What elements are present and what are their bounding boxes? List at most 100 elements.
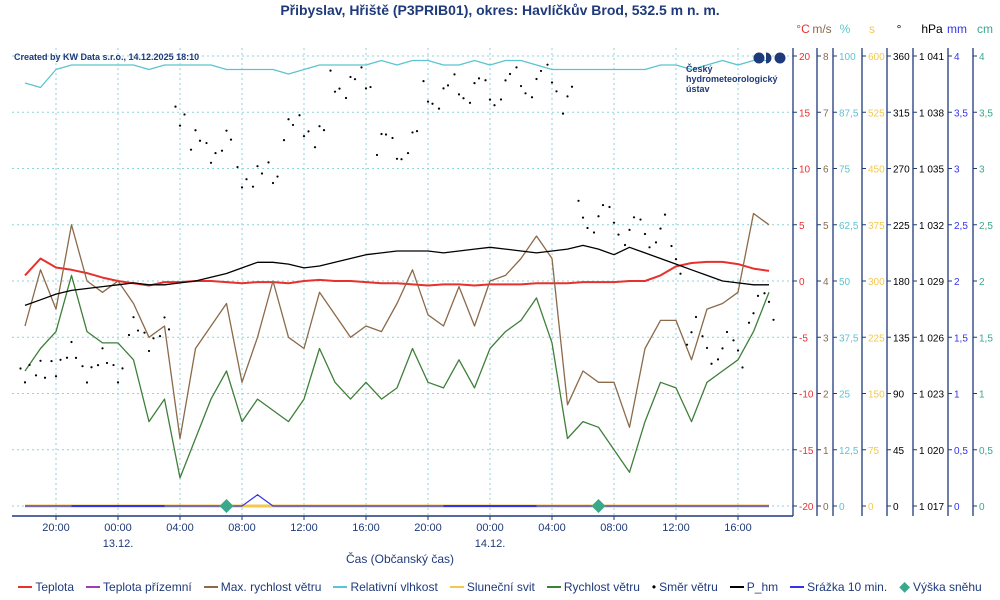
- series-sr-ka-10-min-: [25, 494, 769, 507]
- wind-direction-point: [65, 356, 69, 359]
- wind-direction-point: [34, 374, 38, 377]
- wind-direction-point: [384, 133, 388, 136]
- x-tick-label: 20:00: [414, 522, 442, 534]
- legend-item[interactable]: Sluneční svit: [449, 578, 535, 595]
- wind-direction-point: [767, 300, 771, 304]
- wind-direction-point: [236, 165, 239, 169]
- wind-direction-point: [205, 141, 208, 145]
- y-tick-label: 1 026: [919, 333, 944, 344]
- wind-direction-point: [276, 175, 279, 178]
- y-tick-label: 315: [893, 108, 910, 119]
- wind-direction-point: [194, 129, 197, 132]
- y-tick-label: 300: [868, 277, 885, 288]
- y-tick-label: -5: [799, 333, 808, 344]
- wind-direction-point: [54, 375, 58, 378]
- wind-direction-point: [670, 244, 673, 248]
- legend-item[interactable]: Relativní vlhkost: [333, 578, 438, 595]
- y-tick-label: 2: [979, 277, 985, 288]
- wind-direction-point: [617, 233, 620, 236]
- wind-direction-point: [256, 165, 259, 168]
- legend-line-icon: [18, 585, 33, 588]
- legend: Teplota Teplota přízemní Max. rychlost vět…: [0, 578, 1000, 595]
- wind-direction-point: [504, 79, 507, 82]
- wind-direction-point: [422, 80, 425, 83]
- y-tick-label: 1 023: [919, 390, 944, 401]
- wind-direction-point: [736, 349, 740, 352]
- wind-direction-point: [369, 85, 372, 89]
- wind-direction-point: [716, 358, 720, 361]
- y-tick-label: 135: [893, 333, 910, 344]
- y-tick-label: 75: [839, 165, 851, 176]
- series-rychlost-v-tru: [24, 274, 770, 479]
- y-tick-label: 37,5: [839, 333, 859, 344]
- y-tick-label: 45: [893, 446, 905, 457]
- y-tick-label: 3: [823, 333, 829, 344]
- wind-direction-point: [245, 178, 248, 181]
- wind-direction-point: [566, 95, 569, 98]
- legend-label: Teplota: [35, 579, 75, 594]
- wind-direction-point: [586, 226, 589, 230]
- y-tick-label: 225: [893, 221, 910, 232]
- wind-direction-point: [364, 87, 368, 90]
- wind-direction-point: [400, 158, 403, 161]
- x-tick-label: 00:00: [476, 522, 504, 534]
- wind-direction-point: [81, 365, 84, 368]
- y-tick-label: 50: [839, 277, 851, 288]
- y-tick-label: 7: [823, 108, 829, 119]
- logo-line-1: Český: [686, 64, 713, 74]
- legend-dot-icon: •: [651, 579, 657, 594]
- wind-direction-point: [654, 241, 658, 244]
- y-tick-label: 4: [823, 277, 829, 288]
- created-by-label: Created by KW Data s.r.o., 14.12.2025 18…: [14, 52, 200, 62]
- x-tick-label: 16:00: [352, 522, 380, 534]
- legend-item[interactable]: Max. rychlost větru: [203, 578, 321, 595]
- y-tick-label: 1 020: [919, 446, 944, 457]
- wind-direction-point: [663, 213, 667, 216]
- wind-direction-point: [229, 138, 233, 141]
- y-tick-label: 180: [893, 277, 910, 288]
- y-tick-label: 10: [799, 165, 811, 176]
- wind-direction-point: [50, 359, 53, 363]
- wind-direction-point: [508, 72, 512, 76]
- y-tick-label: 0: [839, 502, 845, 513]
- legend-item[interactable]: • Směr větru: [652, 578, 718, 595]
- y-tick-label: 1 041: [919, 52, 944, 63]
- wind-direction-point: [643, 232, 647, 236]
- wind-direction-point: [43, 376, 47, 379]
- legend-item[interactable]: ◆ Výška sněhu: [899, 578, 982, 595]
- legend-line-icon: [729, 585, 744, 588]
- wind-direction-point: [499, 98, 503, 101]
- wind-direction-point: [648, 246, 651, 249]
- y-tick-label: 0,5: [979, 446, 993, 457]
- legend-item[interactable]: Srážka 10 min.: [790, 578, 887, 595]
- wind-direction-point: [70, 340, 73, 344]
- wind-direction-point: [282, 138, 286, 142]
- y-tick-label: 6: [823, 165, 829, 176]
- wind-direction-point: [132, 316, 135, 319]
- legend-item[interactable]: Teplota: [18, 578, 74, 595]
- y-tick-label: 5: [799, 221, 805, 232]
- y-axis-unit: s: [869, 22, 875, 36]
- y-axis-unit: °C: [796, 22, 810, 36]
- wind-direction-point: [453, 73, 456, 76]
- wind-direction-point: [530, 96, 534, 99]
- wind-direction-point: [167, 328, 171, 331]
- y-tick-label: 4: [954, 52, 960, 63]
- wind-direction-point: [446, 84, 450, 87]
- y-tick-label: 1 017: [919, 502, 944, 513]
- legend-item[interactable]: Rychlost větru: [546, 578, 640, 595]
- wind-direction-point: [302, 135, 306, 138]
- x-axis-label: Čas (Občanský čas): [345, 552, 455, 566]
- wind-direction-point: [457, 93, 461, 96]
- legend-item[interactable]: Teplota přízemní: [86, 578, 192, 595]
- wind-direction-point: [519, 84, 523, 88]
- legend-item[interactable]: P_hm: [729, 578, 778, 595]
- y-axis-unit: cm: [977, 22, 993, 36]
- y-tick-label: 1 035: [919, 165, 944, 176]
- wind-direction-point: [240, 186, 244, 189]
- wind-direction-point: [570, 85, 574, 88]
- wind-direction-point: [705, 346, 709, 350]
- wind-direction-point: [690, 331, 693, 334]
- wind-direction-point: [313, 146, 317, 149]
